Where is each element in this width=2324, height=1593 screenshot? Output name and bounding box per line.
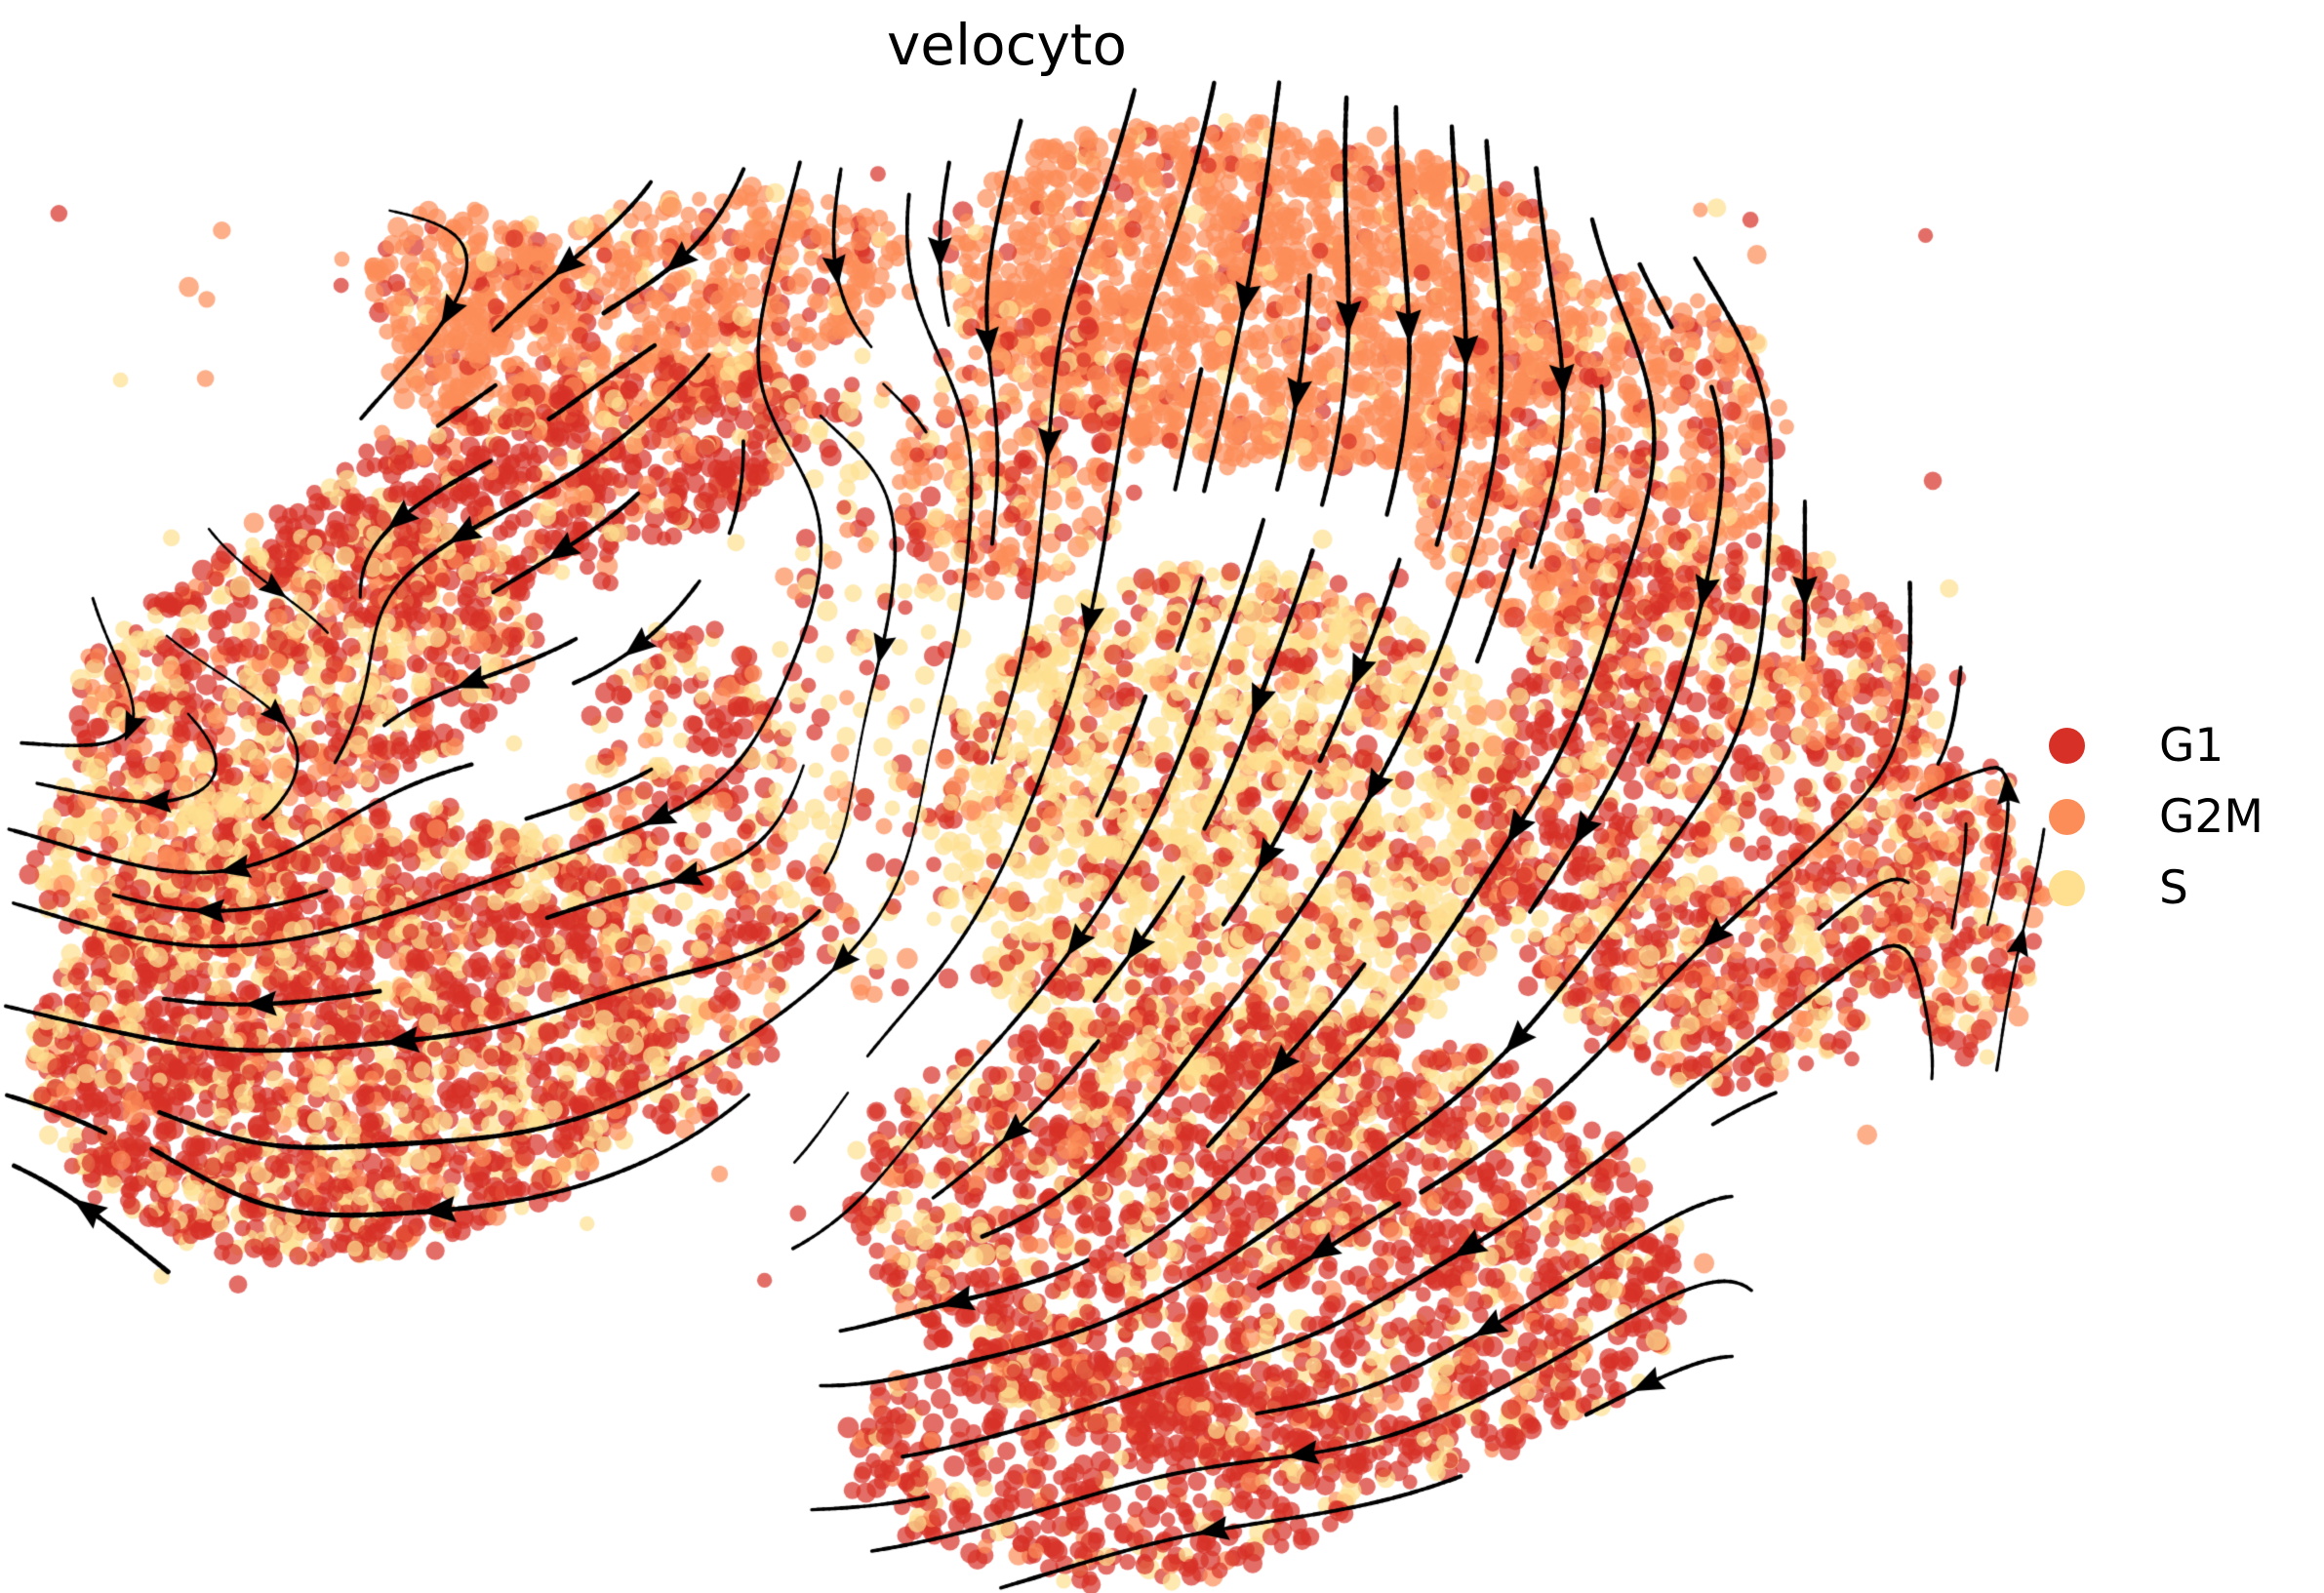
legend-label-s: S [2159, 860, 2188, 915]
legend-label-g2m: G2M [2159, 789, 2264, 844]
plot-title: velocyto [886, 12, 1128, 78]
legend-swatch-g2m-icon [2049, 798, 2085, 835]
legend-swatch-s-icon [2049, 869, 2085, 906]
legend-item-g1: G1 [2049, 723, 2264, 769]
legend-swatch-g1-icon [2049, 727, 2085, 764]
legend-item-g2m: G2M [2049, 794, 2264, 840]
legend: G1 G2M S [2049, 723, 2264, 911]
legend-label-g1: G1 [2159, 718, 2224, 773]
legend-item-s: S [2049, 865, 2264, 911]
